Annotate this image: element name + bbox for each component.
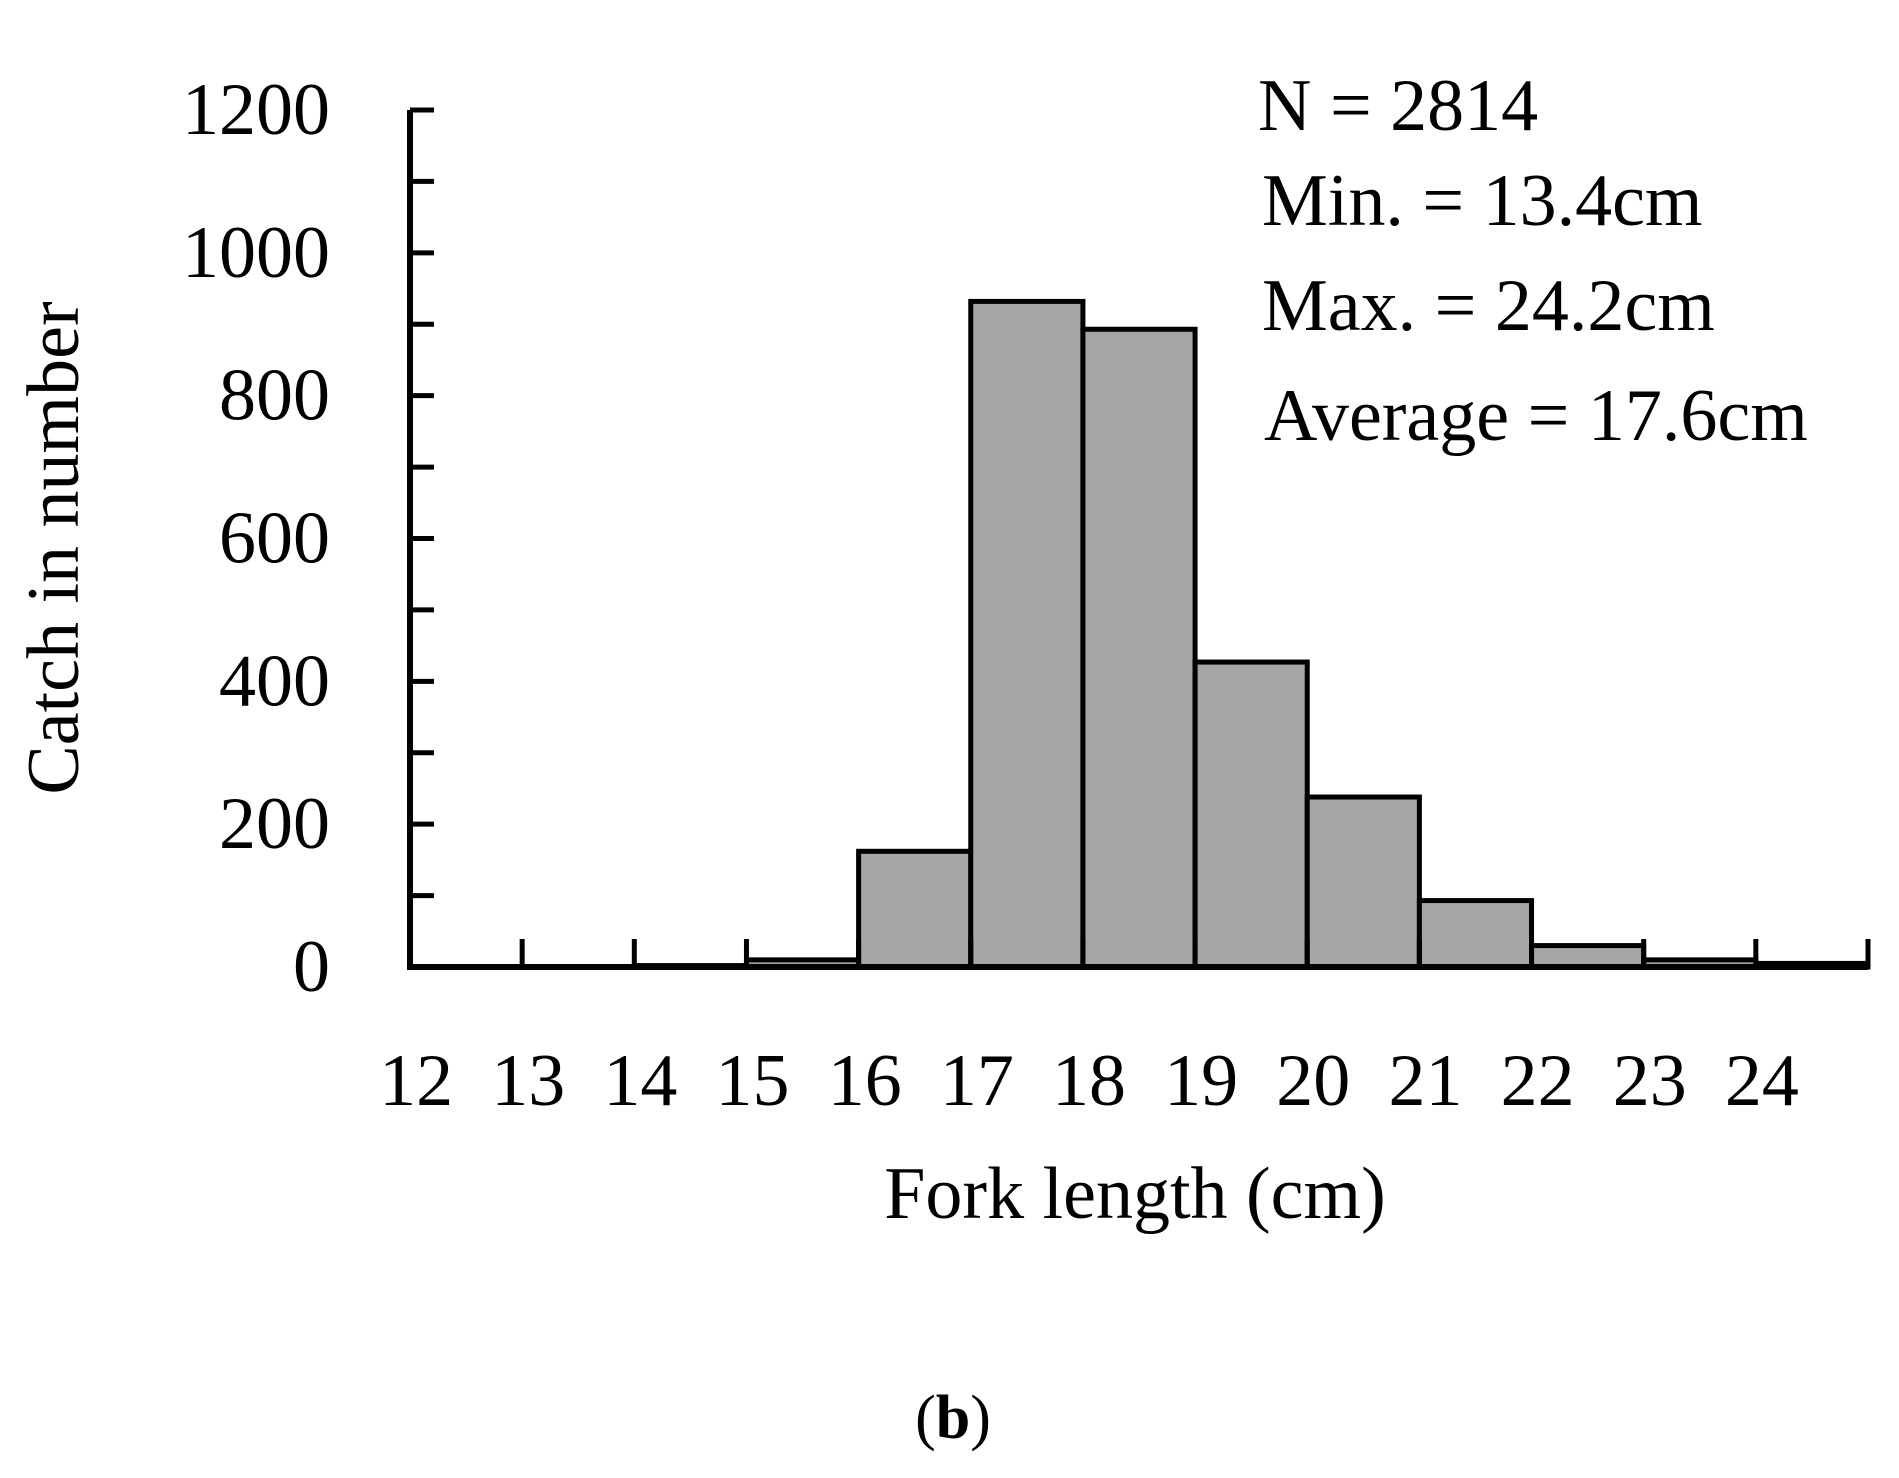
x-tick-label-22: 22 [1501,1040,1575,1122]
x-tick-label-14: 14 [603,1040,677,1122]
bar-17 [968,298,1086,970]
x-tick-label-21: 21 [1388,1040,1462,1122]
bar-18 [1080,326,1198,970]
y-axis-label: Catch in number [13,301,95,794]
bar-16 [856,848,974,970]
x-tick-label-19: 19 [1164,1040,1238,1122]
x-axis-label: Fork length (cm) [884,1153,1385,1235]
x-tick-label-15: 15 [716,1040,790,1122]
y-tick-label-1000: 1000 [182,212,330,294]
x-tick-label-13: 13 [491,1040,565,1122]
bar-20 [1304,794,1422,970]
panel-label: (b) [915,1384,991,1452]
x-tick-label-24: 24 [1725,1040,1799,1122]
y-tick-label-0: 0 [293,926,330,1008]
x-tick-label-17: 17 [940,1040,1014,1122]
panel-label-letter: b [936,1384,970,1452]
annotation-average: Average = 17.6cm [1264,375,1808,457]
stats-annotation: N = 2814 Min. = 13.4cm Max. = 24.2cm Ave… [1258,65,1808,457]
bar-22 [1529,943,1647,970]
panel-label-close: ) [970,1384,991,1452]
x-tick-label-16: 16 [828,1040,902,1122]
x-tick-label-20: 20 [1276,1040,1350,1122]
y-tick-labels: 0 200 400 600 800 1000 1200 [182,69,330,1008]
y-tick-label-1200: 1200 [182,69,330,151]
y-tick-label-400: 400 [219,640,330,722]
bar-21 [1416,898,1535,970]
x-tick-label-12: 12 [379,1040,453,1122]
annotation-max: Max. = 24.2cm [1262,265,1715,347]
bars-layer [631,298,1871,970]
panel-label-open: ( [915,1384,936,1452]
annotation-min: Min. = 13.4cm [1262,160,1703,242]
x-tick-label-23: 23 [1613,1040,1687,1122]
annotation-n: N = 2814 [1258,65,1538,147]
x-tick-labels: 12 13 14 15 16 17 18 19 20 21 22 23 24 [379,1040,1799,1122]
y-tick-label-200: 200 [219,783,330,865]
bar-19 [1192,659,1310,970]
y-tick-label-800: 800 [219,355,330,437]
ticks-layer [407,107,1871,970]
x-tick-label-18: 18 [1052,1040,1126,1122]
y-tick-label-600: 600 [219,498,330,580]
